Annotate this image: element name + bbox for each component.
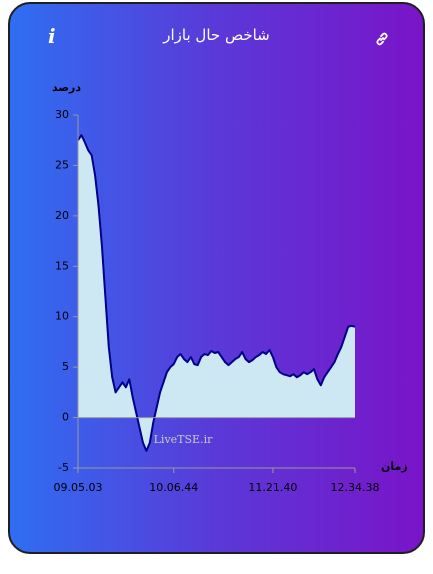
x-tick-label: 09.05.03 [54,481,103,494]
y-axis-label: درصد [52,81,81,94]
info-icon[interactable]: i [48,24,56,48]
y-tick-label: 15 [55,259,69,272]
x-tick-label: 12.34.38 [331,481,380,494]
watermark: LiveTSE.ir [154,433,213,446]
link-icon[interactable] [374,31,390,47]
header-title: شاخص حال بازار [163,26,270,44]
y-tick-label: 25 [55,158,69,171]
y-tick-label: 0 [62,411,69,424]
y-tick-label: 5 [62,360,69,373]
x-tick-label: 11.21.40 [248,481,297,494]
y-tick-label: 10 [55,310,69,323]
y-tick-label: 30 [55,108,69,121]
y-tick-label: -5 [58,461,69,474]
area [78,135,355,451]
y-tick-label: 20 [55,209,69,222]
x-tick-label: 10.06.44 [149,481,198,494]
x-axis-label: زمان [381,460,408,473]
line [77,134,356,452]
